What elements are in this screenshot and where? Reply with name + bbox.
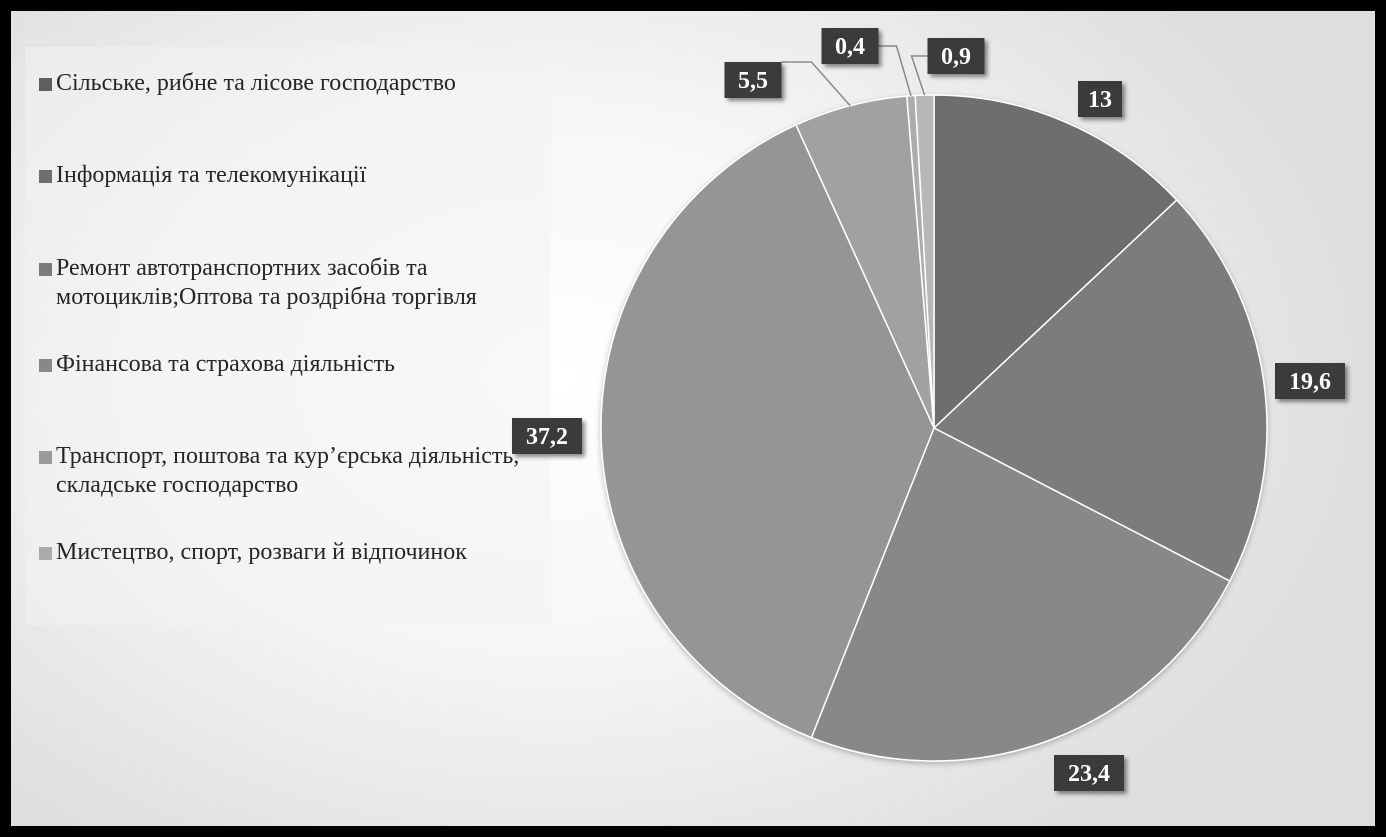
- data-label-1: 19,6: [1275, 363, 1345, 399]
- data-label-text: 0,4: [835, 34, 865, 60]
- legend-entry-agriculture: Сільське, рибне та лісове господарство: [39, 69, 551, 98]
- legend-panel: [25, 47, 551, 625]
- legend-label: Фінансова та страхова діяльність: [56, 351, 395, 377]
- pie-slice-1: [932, 198, 1268, 583]
- legend-entry-information: Інформація та телекомунікації: [39, 161, 551, 190]
- legend-entry-arts: Мистецтво, спорт, розваги й відпочинок: [39, 538, 551, 567]
- legend-label: Мистецтво, спорт, розваги й відпочинок: [56, 539, 467, 565]
- data-label-6: 0,9: [927, 38, 985, 74]
- data-label-2: 23,4: [1054, 755, 1124, 791]
- data-label-text: 37,2: [526, 424, 568, 450]
- legend-label: Транспорт, поштова та кур’єрська діяльні…: [56, 443, 520, 498]
- legend-entry-trade: Ремонт автотранспортних засобів та мотоц…: [39, 254, 551, 312]
- data-label-box: [724, 62, 782, 98]
- data-label-box: [512, 418, 582, 454]
- data-label-text: 23,4: [1068, 761, 1110, 787]
- data-label-4: 5,5: [724, 62, 782, 98]
- leader-line-4: [781, 61, 851, 107]
- legend-label: Інформація та телекомунікації: [56, 162, 367, 188]
- data-label-0: 13: [1078, 81, 1122, 117]
- pie-slice-2: [810, 426, 1231, 762]
- legend-entry-transport: Транспорт, поштова та кур’єрська діяльні…: [39, 442, 551, 500]
- data-label-box: [927, 38, 985, 74]
- legend-swatch: [39, 263, 52, 276]
- legend-label: Сільське, рибне та лісове господарство: [56, 70, 456, 96]
- legend-swatch: [39, 359, 52, 372]
- pie-slice-0: [933, 94, 1178, 430]
- data-label-3: 37,2: [512, 418, 582, 454]
- legend-entry-finance: Фінансова та страхова діяльність: [39, 350, 551, 379]
- data-label-text: 13: [1088, 87, 1112, 113]
- legend-label: Ремонт автотранспортних засобів та мотоц…: [56, 255, 477, 310]
- pie-slices: [600, 94, 1268, 762]
- data-label-5: 0,4: [821, 28, 879, 64]
- pie-slice-3: [600, 123, 935, 739]
- legend-swatch: [39, 78, 52, 91]
- leader-line-6: [910, 55, 928, 96]
- data-label-text: 19,6: [1289, 369, 1331, 395]
- legend-swatch: [39, 451, 52, 464]
- legend-swatch: [39, 547, 52, 560]
- data-label-box: [1078, 81, 1122, 117]
- legend-swatch: [39, 170, 52, 183]
- data-label-text: 5,5: [738, 68, 768, 94]
- leader-line-5: [878, 45, 912, 97]
- data-label-box: [821, 28, 879, 64]
- data-label-box: [1054, 755, 1124, 791]
- data-label-box: [1275, 363, 1345, 399]
- data-label-text: 0,9: [941, 44, 971, 70]
